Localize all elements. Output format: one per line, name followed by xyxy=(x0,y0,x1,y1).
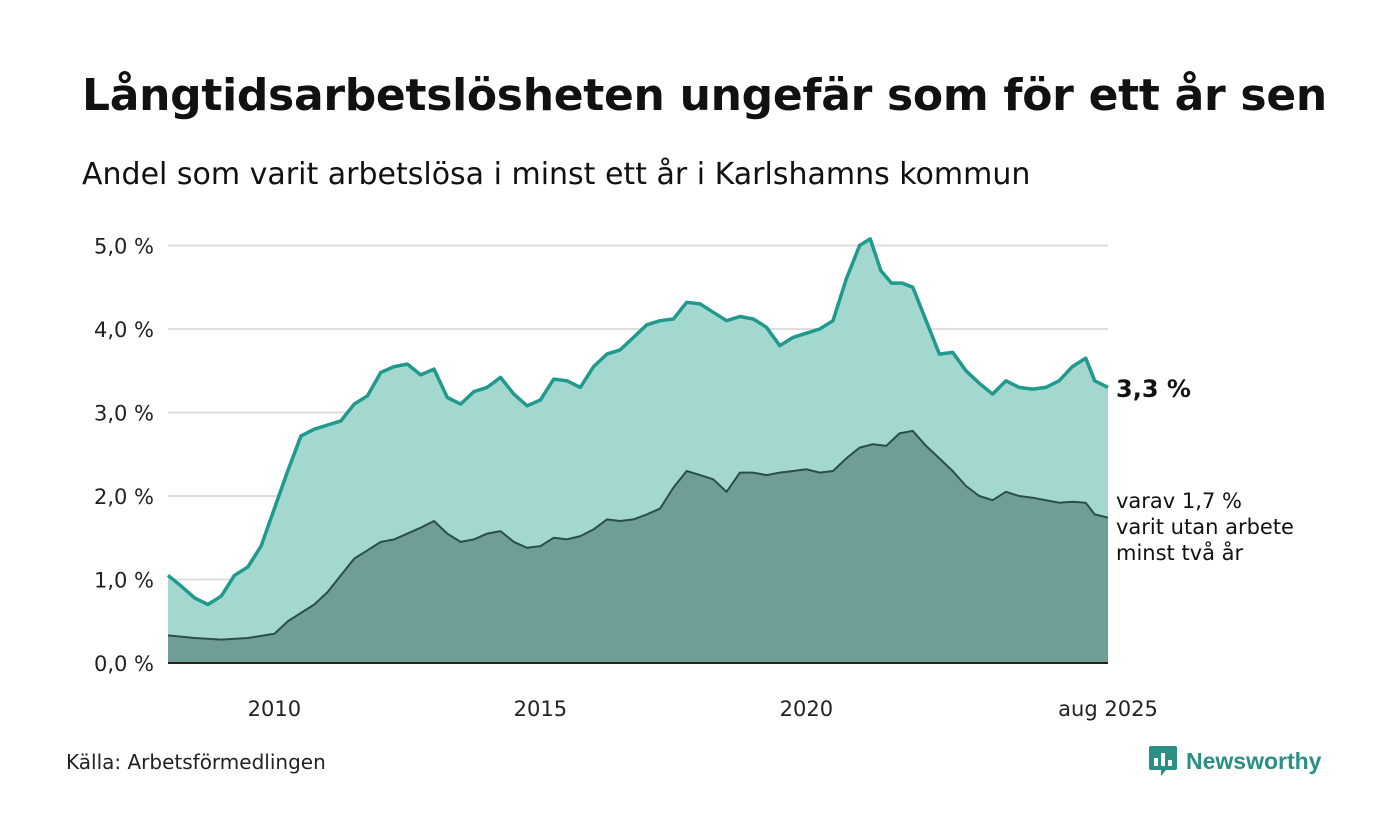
longterm-end-label-line: minst två år xyxy=(1116,540,1244,565)
y-tick-label: 4,0 % xyxy=(94,318,154,342)
y-tick-label: 5,0 % xyxy=(94,235,154,259)
axis-layer: 0,0 % 1,0 % 2,0 % 3,0 % 4,0 % 5,0 % 2010 2015 20… xyxy=(94,235,1158,722)
longterm-area xyxy=(168,430,1108,663)
brand-logo: Newsworthy xyxy=(1148,744,1321,778)
area-chart: 0,0 % 1,0 % 2,0 % 3,0 % 4,0 % 5,0 % 2010 2015 20… xyxy=(94,235,1294,722)
total-end-label: 3,3 % xyxy=(1116,375,1191,403)
source-note: Källa: Arbetsförmedlingen xyxy=(66,750,326,774)
area-layer xyxy=(166,237,1109,664)
x-tick-label: 2010 xyxy=(248,697,301,721)
x-tick-label: 2015 xyxy=(514,697,567,721)
total-line xyxy=(166,237,1109,607)
chart-subtitle: Andel som varit arbetslösa i minst ett å… xyxy=(82,157,1031,192)
longterm-end-label-line: varav 1,7 % xyxy=(1116,489,1242,513)
y-tick-label: 3,0 % xyxy=(94,402,154,426)
longterm-end-label-line: varit utan arbete xyxy=(1116,515,1294,539)
x-tick-label: 2020 xyxy=(780,697,833,721)
y-tick-label: 1,0 % xyxy=(94,569,154,593)
newsworthy-chart-icon xyxy=(1149,746,1177,776)
chart-title: Långtidsarbetslösheten ungefär som för e… xyxy=(82,70,1327,121)
y-tick-label: 0,0 % xyxy=(94,652,154,676)
x-tick-label: aug 2025 xyxy=(1058,697,1158,721)
longterm-line xyxy=(167,429,1109,641)
brand-name: Newsworthy xyxy=(1186,747,1322,774)
y-tick-label: 2,0 % xyxy=(94,485,154,509)
